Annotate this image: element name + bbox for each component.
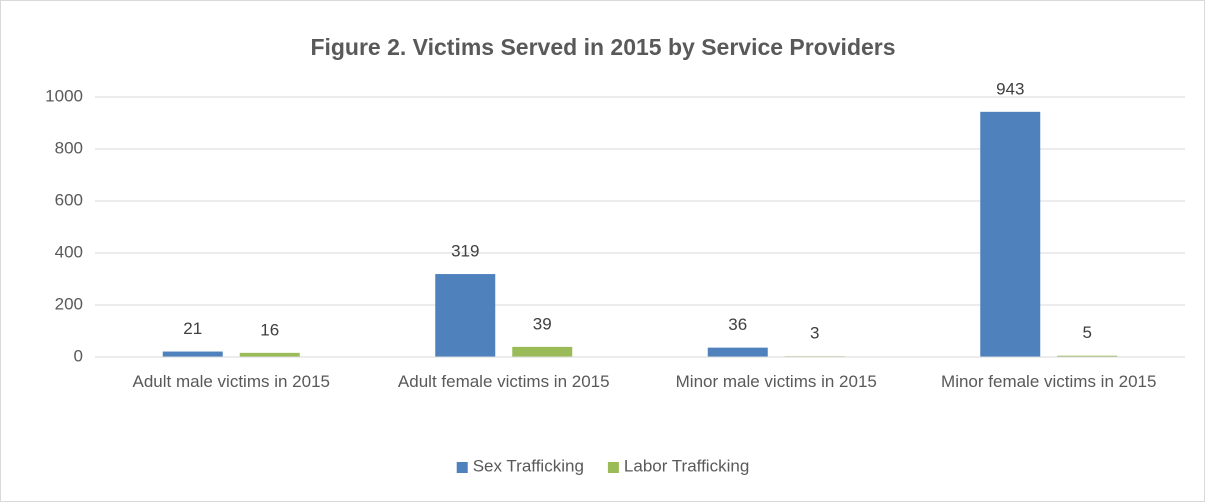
bar: [707, 347, 768, 357]
y-tick-label: 200: [55, 294, 83, 313]
data-label: 36: [728, 315, 747, 334]
bar: [1057, 355, 1118, 357]
x-tick-label: Minor female victims in 2015: [941, 372, 1156, 391]
data-label: 21: [183, 319, 202, 338]
legend-label: Sex Trafficking: [473, 456, 584, 475]
y-tick-label: 800: [55, 138, 83, 157]
x-tick-label: Adult female victims in 2015: [398, 372, 610, 391]
data-label: 16: [260, 320, 279, 339]
bar: [980, 111, 1041, 357]
y-tick-label: 400: [55, 242, 83, 261]
data-label: 3: [810, 324, 819, 343]
bar: [239, 352, 300, 357]
chart-title: Figure 2. Victims Served in 2015 by Serv…: [310, 34, 895, 60]
data-label: 943: [996, 79, 1024, 98]
bar: [162, 351, 223, 357]
bar: [435, 274, 496, 357]
legend-swatch: [456, 462, 468, 473]
legend-label: Labor Trafficking: [624, 456, 749, 475]
y-tick-label: 1000: [45, 86, 83, 105]
y-tick-label: 0: [74, 346, 83, 365]
legend-swatch: [607, 462, 619, 473]
data-label: 319: [451, 242, 479, 261]
y-tick-label: 600: [55, 190, 83, 209]
bar: [512, 346, 573, 357]
x-tick-label: Minor male victims in 2015: [676, 372, 877, 391]
x-tick-label: Adult male victims in 2015: [133, 372, 330, 391]
data-label: 5: [1083, 323, 1092, 342]
data-label: 39: [533, 314, 552, 333]
